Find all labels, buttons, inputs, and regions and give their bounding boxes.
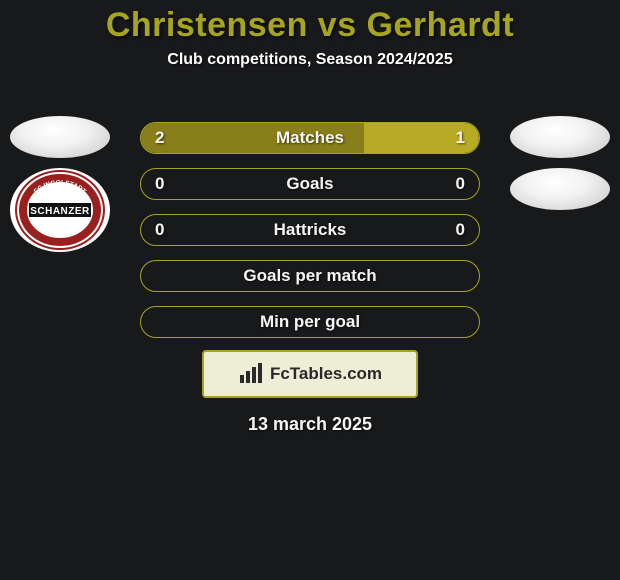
- stat-label: Matches: [141, 123, 479, 153]
- svg-text:04: 04: [54, 227, 67, 239]
- subtitle: Club competitions, Season 2024/2025: [0, 51, 620, 69]
- stat-label: Hattricks: [141, 215, 479, 245]
- chart-icon: [238, 363, 264, 385]
- avatars-right: [510, 116, 610, 210]
- fctables-logo: FcTables.com: [202, 350, 418, 398]
- stat-row: Hattricks0 0: [140, 214, 480, 246]
- stat-value-right: 0: [456, 169, 465, 199]
- date-label: 13 march 2025: [0, 414, 620, 435]
- club-badge: SCHANZERFC INGOLSTADT04: [10, 168, 110, 252]
- stat-row: Matches2 1: [140, 122, 480, 154]
- stat-row: Goals0 0: [140, 168, 480, 200]
- stat-label: Goals: [141, 169, 479, 199]
- stat-label: Min per goal: [141, 307, 479, 337]
- stat-row: Goals per match: [140, 260, 480, 292]
- stat-rows: Matches21Goals00Hattricks00Goals per mat…: [140, 122, 480, 338]
- stat-value-left: 0: [155, 169, 164, 199]
- player-avatar-placeholder: [510, 168, 610, 210]
- avatars-left: SCHANZERFC INGOLSTADT04: [10, 116, 110, 252]
- stat-value-right: 1: [456, 123, 465, 153]
- page-title: Christensen vs Gerhardt: [0, 0, 620, 45]
- stat-label: Goals per match: [141, 261, 479, 291]
- svg-text:SCHANZER: SCHANZER: [30, 206, 90, 217]
- stat-value-left: 2: [155, 123, 164, 153]
- stat-value-right: 0: [456, 215, 465, 245]
- logo-text: FcTables.com: [270, 364, 382, 384]
- player-avatar-placeholder: [510, 116, 610, 158]
- stat-row: Min per goal: [140, 306, 480, 338]
- stat-value-left: 0: [155, 215, 164, 245]
- player-avatar-placeholder: [10, 116, 110, 158]
